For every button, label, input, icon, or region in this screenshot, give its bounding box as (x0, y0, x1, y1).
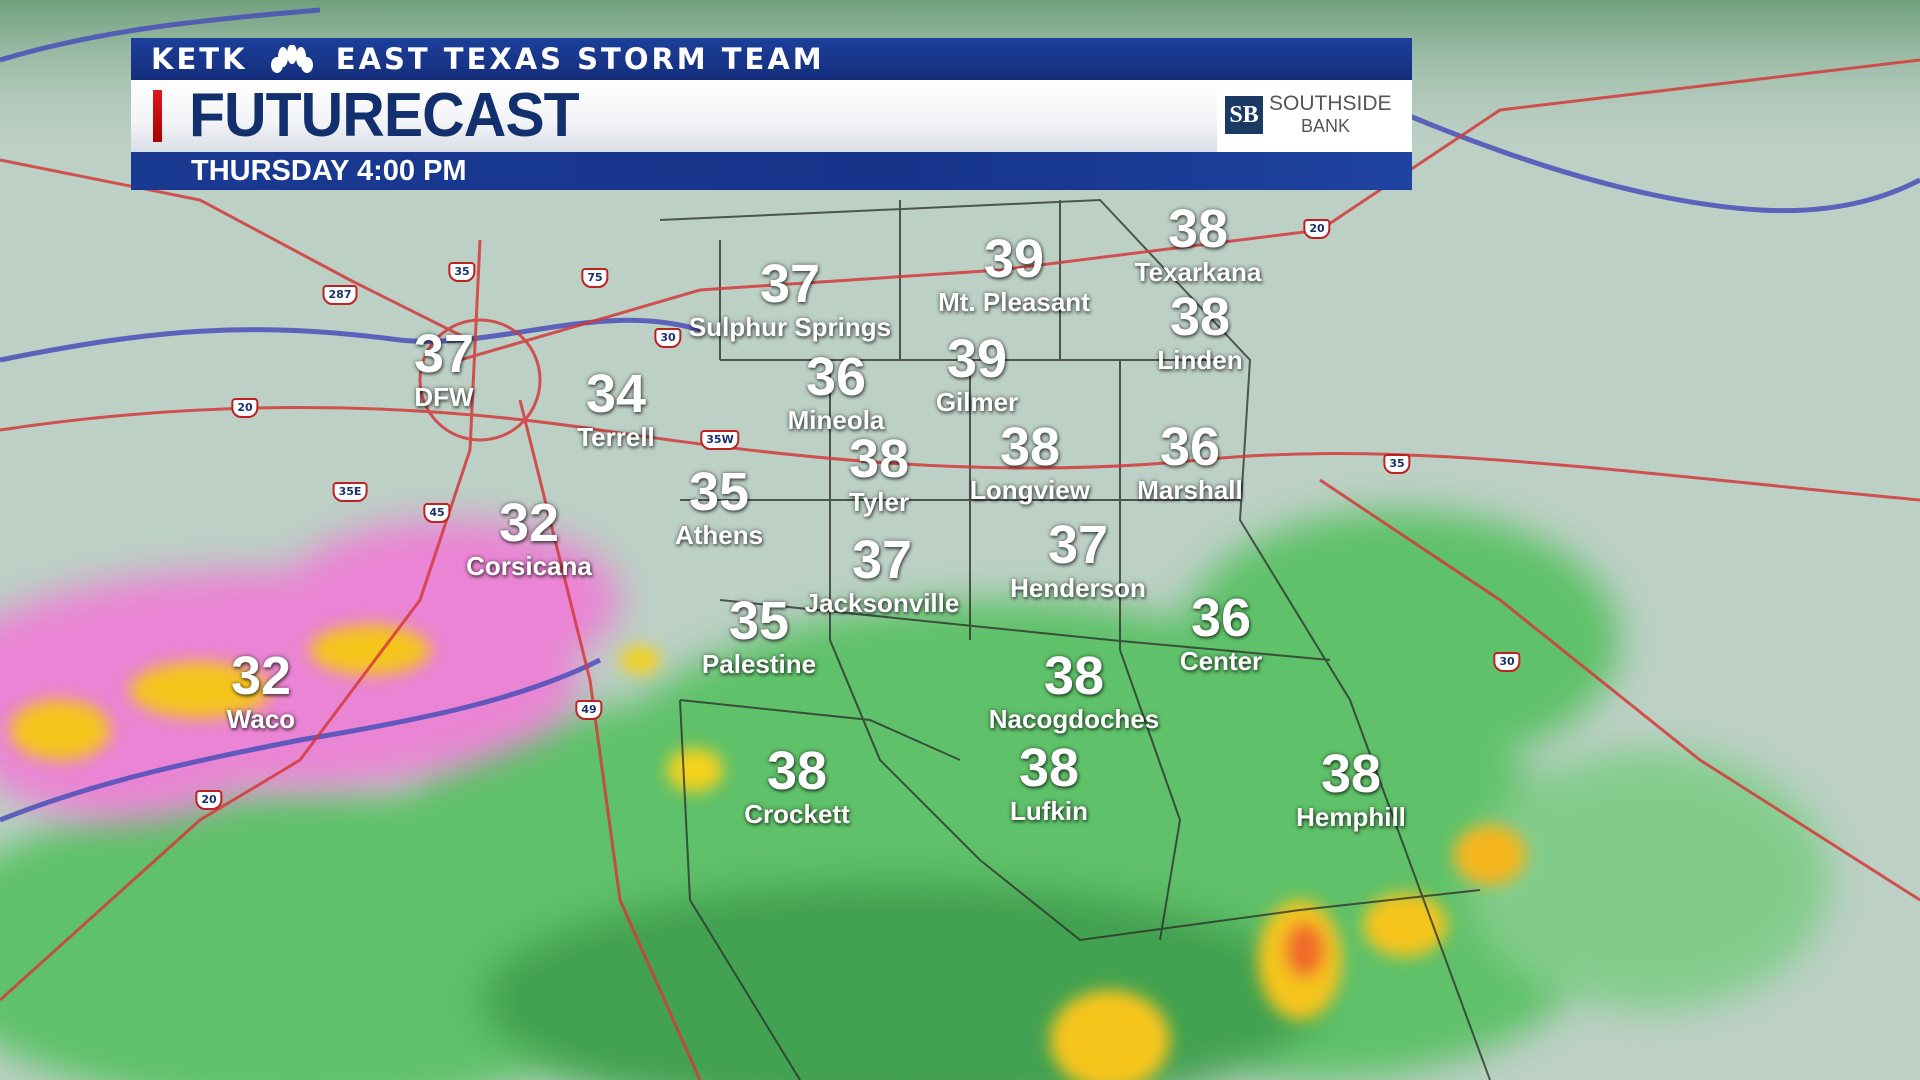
city-name: Corsicana (466, 551, 592, 581)
city-name: Marshall (1137, 475, 1243, 505)
city-name: Nacogdoches (988, 704, 1160, 734)
city-label: 37 DFW (414, 325, 474, 411)
city-label: 32 Corsicana (466, 494, 592, 580)
city-name: Mt. Pleasant (938, 287, 1090, 317)
city-name: DFW (414, 382, 474, 412)
city-name: Linden (1157, 345, 1243, 375)
city-label: 36 Center (1180, 589, 1262, 675)
city-name: Longview (970, 475, 1090, 505)
station-name: KETK (151, 42, 248, 76)
city-temperature: 32 (498, 493, 560, 553)
highway-shield: 30 (654, 328, 682, 348)
city-temperature: 36 (1159, 417, 1221, 477)
sponsor-name: SOUTHSIDE (1269, 92, 1392, 115)
city-temperature: 38 (999, 417, 1061, 477)
city-name: Henderson (1010, 573, 1146, 603)
city-temperature: 37 (851, 530, 913, 590)
forecast-time: THURSDAY 4:00 PM (191, 155, 467, 187)
city-label: 39 Gilmer (936, 330, 1018, 416)
highway-shield: 49 (575, 700, 603, 720)
highway-shield: 35W (700, 430, 740, 450)
city-label: 37 Sulphur Springs (689, 255, 891, 341)
city-temperature: 38 (1018, 738, 1080, 798)
highway-shield: 35 (1383, 454, 1411, 474)
city-name: Jacksonville (804, 588, 960, 618)
city-temperature: 38 (1167, 199, 1229, 259)
team-name: EAST TEXAS STORM TEAM (335, 42, 825, 76)
southside-bank-logo: SB (1225, 96, 1263, 134)
page-title: FUTURECAST (189, 81, 580, 150)
county-lines (659, 198, 1491, 1080)
city-label: 39 Mt. Pleasant (938, 230, 1090, 316)
city-name: Gilmer (935, 387, 1019, 417)
highway-shield: 20 (1303, 219, 1331, 239)
time-banner: THURSDAY 4:00 PM (131, 152, 1412, 190)
city-name: Palestine (701, 649, 817, 679)
city-name: Tyler (848, 487, 910, 517)
city-temperature: 37 (413, 324, 475, 384)
city-temperature: 38 (848, 429, 910, 489)
highway-shield: 20 (195, 790, 223, 810)
city-temperature: 38 (1169, 287, 1231, 347)
city-temperature: 35 (728, 591, 790, 651)
city-label: 37 Jacksonville (805, 531, 960, 617)
city-temperature: 35 (688, 462, 750, 522)
sponsor-sub: BANK (1301, 116, 1351, 136)
sponsor-logo: SB SOUTHSIDE BANK (1217, 80, 1412, 152)
city-temperature: 32 (230, 646, 292, 706)
city-label: 38 Hemphill (1296, 745, 1406, 831)
city-label: 38 Tyler (849, 430, 909, 516)
highways (0, 58, 1920, 1080)
highway-shield: 35E (332, 482, 368, 502)
city-label: 32 Waco (227, 647, 295, 733)
city-name: Sulphur Springs (688, 312, 892, 342)
city-temperature: 34 (585, 364, 647, 424)
city-temperature: 38 (766, 741, 828, 801)
city-label: 36 Marshall (1137, 418, 1243, 504)
city-label: 38 Longview (970, 418, 1090, 504)
city-name: Crockett (744, 799, 850, 829)
highway-shield: 45 (423, 503, 451, 523)
city-label: 38 Crockett (744, 742, 849, 828)
freezing-line (0, 7, 1920, 823)
city-label: 38 Texarkana (1135, 200, 1262, 286)
highway-shield: 20 (231, 398, 259, 418)
city-name: Center (1179, 646, 1263, 676)
city-temperature: 38 (1320, 744, 1382, 804)
city-label: 37 Henderson (1010, 516, 1146, 602)
title-banner: FUTURECAST SB SOUTHSIDE BANK (131, 80, 1412, 152)
city-name: Lufkin (1010, 796, 1088, 826)
city-name: Terrell (577, 422, 655, 452)
city-label: 38 Nacogdoches (989, 647, 1160, 733)
highway-shield: 35 (448, 262, 476, 282)
city-temperature: 36 (1190, 588, 1252, 648)
city-name: Hemphill (1296, 802, 1406, 832)
city-label: 38 Lufkin (1010, 739, 1088, 825)
city-temperature: 37 (1047, 515, 1109, 575)
highway-shield: 30 (1493, 652, 1521, 672)
nbc-peacock-icon (270, 45, 313, 73)
city-temperature: 37 (759, 254, 821, 314)
city-name: Texarkana (1134, 257, 1262, 287)
station-banner: KETK EAST TEXAS STORM TEAM (131, 38, 1412, 80)
city-label: 35 Athens (675, 463, 763, 549)
city-label: 36 Mineola (788, 348, 885, 434)
city-label: 35 Palestine (702, 592, 816, 678)
city-label: 38 Linden (1157, 288, 1242, 374)
city-temperature: 38 (1043, 646, 1105, 706)
city-temperature: 39 (983, 229, 1045, 289)
highway-shield: 287 (322, 285, 358, 305)
precip-heavy (10, 625, 1526, 1080)
city-name: Mineola (787, 405, 885, 435)
highway-shield: 75 (581, 268, 609, 288)
city-name: Waco (226, 704, 296, 734)
accent-bar (153, 90, 162, 142)
city-temperature: 39 (946, 329, 1008, 389)
city-name: Athens (674, 520, 764, 550)
city-label: 34 Terrell (577, 365, 655, 451)
city-temperature: 36 (805, 347, 867, 407)
